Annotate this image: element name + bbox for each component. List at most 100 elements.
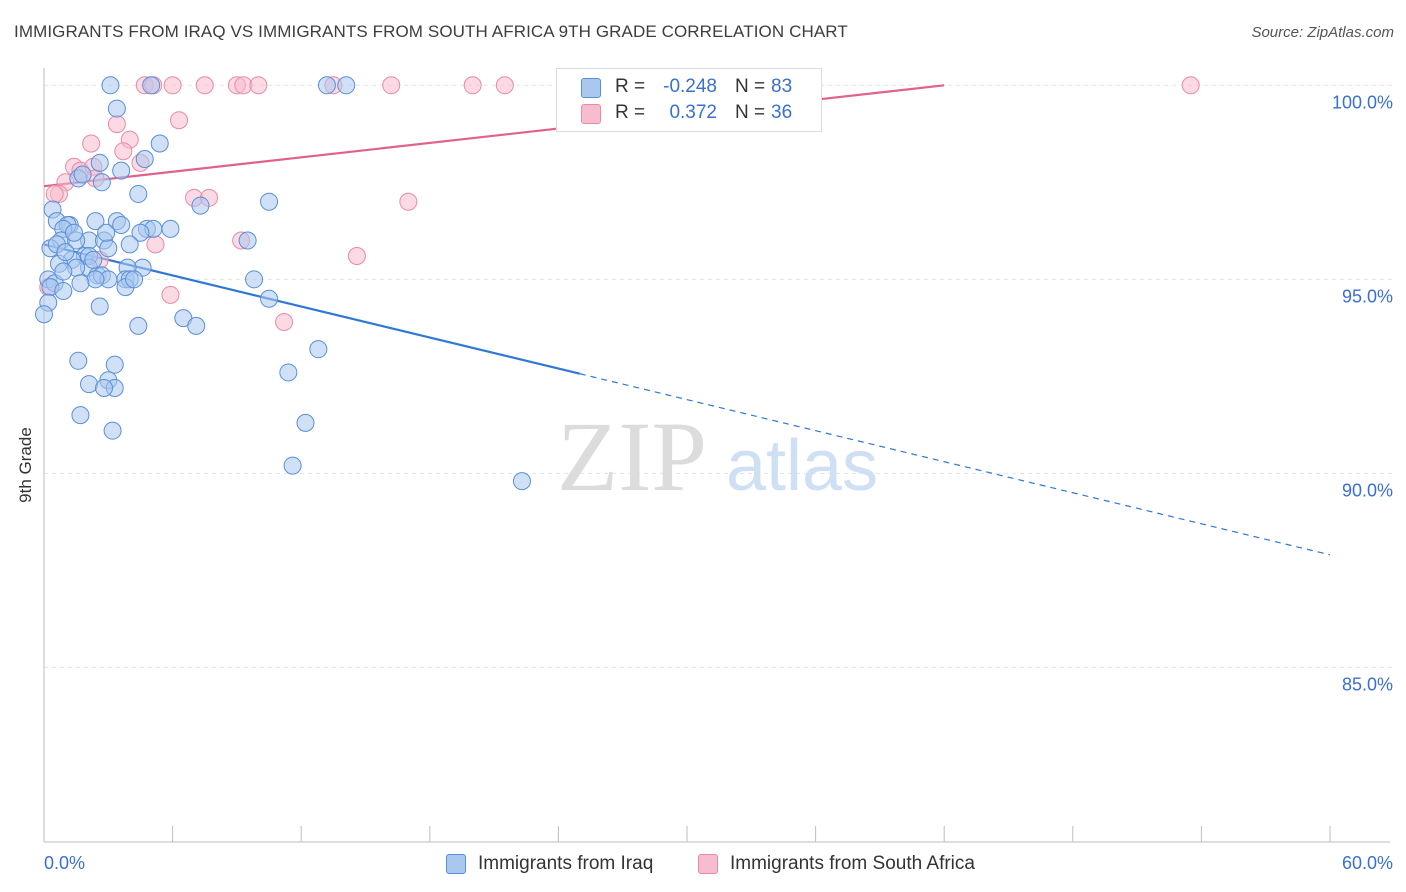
data-point-iraq bbox=[103, 421, 122, 440]
data-point-iraq bbox=[92, 173, 111, 192]
series-legend: Immigrants from Iraq Immigrants from Sou… bbox=[0, 852, 1406, 878]
data-point-iraq bbox=[283, 456, 302, 475]
n-label: N = bbox=[735, 102, 766, 123]
data-point-iraq bbox=[135, 150, 154, 169]
data-point-south-africa bbox=[382, 76, 401, 95]
n-value: 36 bbox=[771, 102, 793, 123]
n-value: 83 bbox=[771, 76, 793, 97]
data-point-iraq bbox=[71, 274, 90, 293]
data-point-iraq bbox=[99, 239, 118, 258]
data-point-south-africa bbox=[82, 134, 101, 153]
data-point-iraq bbox=[245, 270, 264, 289]
data-point-south-africa bbox=[275, 313, 294, 331]
data-point-iraq bbox=[337, 76, 356, 95]
data-point-iraq bbox=[65, 223, 84, 242]
data-point-south-africa bbox=[170, 111, 189, 130]
data-point-iraq bbox=[80, 375, 99, 394]
data-point-iraq bbox=[54, 281, 73, 300]
data-point-iraq bbox=[90, 297, 109, 316]
data-point-iraq bbox=[73, 165, 92, 184]
x-tick-label-max: 60.0% bbox=[1342, 853, 1393, 873]
data-point-iraq bbox=[125, 270, 144, 289]
y-tick-labels: 100.0% 95.0% 90.0% 85.0% bbox=[1332, 92, 1393, 694]
data-point-iraq bbox=[512, 472, 531, 491]
data-point-iraq bbox=[97, 223, 116, 242]
stats-row-iraq: R = -0.248 N = 83 bbox=[557, 75, 821, 101]
data-point-iraq bbox=[69, 351, 88, 370]
r-label: R = bbox=[615, 102, 646, 123]
y-axis-label: 9th Grade bbox=[16, 427, 35, 503]
stats-row-south-africa: R = 0.372 N = 36 bbox=[557, 101, 821, 127]
y-tick-label: 95.0% bbox=[1342, 286, 1393, 306]
y-tick-label: 85.0% bbox=[1342, 674, 1393, 694]
data-point-south-africa bbox=[107, 115, 126, 134]
watermark: ZIP atlas bbox=[557, 401, 878, 512]
data-point-iraq bbox=[105, 355, 124, 374]
south-africa-swatch bbox=[581, 104, 601, 124]
data-point-iraq bbox=[191, 196, 210, 215]
data-point-iraq bbox=[112, 215, 131, 234]
data-point-iraq bbox=[56, 243, 75, 262]
data-point-iraq bbox=[260, 289, 279, 308]
axes bbox=[43, 68, 1390, 843]
y-tick-label: 100.0% bbox=[1332, 92, 1393, 112]
source-credit: Source: ZipAtlas.com bbox=[1251, 24, 1394, 41]
data-point-south-africa bbox=[463, 76, 482, 95]
legend-label-iraq: Immigrants from Iraq bbox=[478, 853, 654, 874]
data-point-south-africa bbox=[1181, 76, 1200, 95]
data-point-iraq bbox=[90, 153, 109, 172]
data-point-iraq bbox=[35, 305, 53, 324]
data-point-south-africa bbox=[195, 76, 214, 95]
data-point-iraq bbox=[71, 406, 90, 425]
watermark-zip: ZIP bbox=[557, 401, 707, 512]
iraq-swatch bbox=[581, 78, 601, 98]
data-point-south-africa bbox=[495, 76, 514, 95]
gridlines bbox=[44, 84, 1392, 668]
data-point-iraq bbox=[84, 250, 103, 269]
data-point-iraq bbox=[107, 99, 126, 118]
data-point-iraq bbox=[129, 316, 148, 335]
data-point-iraq bbox=[317, 76, 336, 95]
data-point-iraq bbox=[142, 76, 161, 95]
data-point-south-africa bbox=[114, 142, 133, 161]
data-point-iraq bbox=[150, 134, 169, 153]
chart-title: IMMIGRANTS FROM IRAQ VS IMMIGRANTS FROM … bbox=[14, 22, 848, 41]
r-value: -0.248 bbox=[663, 76, 717, 97]
data-point-south-africa bbox=[399, 192, 418, 211]
data-point-south-africa bbox=[163, 76, 182, 95]
data-point-iraq bbox=[161, 219, 180, 238]
data-point-iraq bbox=[238, 231, 257, 250]
data-point-iraq bbox=[86, 270, 105, 289]
iraq-legend-swatch bbox=[446, 854, 466, 874]
watermark-atlas: atlas bbox=[726, 426, 878, 506]
data-point-iraq bbox=[296, 413, 315, 432]
south-africa-legend-swatch bbox=[698, 854, 718, 874]
y-tick-label: 90.0% bbox=[1342, 480, 1393, 500]
data-point-iraq bbox=[112, 161, 131, 180]
data-point-iraq bbox=[95, 378, 114, 397]
stats-legend: R = -0.248 N = 83 R = 0.372 N = 36 bbox=[556, 68, 822, 132]
data-point-iraq bbox=[120, 235, 139, 254]
data-point-iraq bbox=[309, 340, 328, 359]
data-point-south-africa bbox=[234, 76, 253, 95]
data-point-iraq bbox=[86, 212, 105, 231]
data-point-south-africa bbox=[249, 76, 268, 95]
data-point-iraq bbox=[260, 192, 279, 211]
legend-label-south-africa: Immigrants from South Africa bbox=[730, 853, 975, 874]
points-iraq bbox=[35, 76, 531, 491]
x-tick-label-min: 0.0% bbox=[44, 853, 85, 873]
data-point-iraq bbox=[131, 223, 150, 242]
r-label: R = bbox=[615, 76, 646, 97]
data-point-south-africa bbox=[146, 235, 165, 254]
x-tick-labels: 0.0% 60.0% bbox=[44, 853, 1393, 873]
data-point-iraq bbox=[129, 184, 148, 203]
r-value: 0.372 bbox=[669, 102, 717, 123]
data-point-iraq bbox=[187, 316, 206, 335]
data-point-south-africa bbox=[45, 184, 64, 203]
data-point-iraq bbox=[54, 262, 73, 281]
trend-line-iraq-extrapolated bbox=[579, 373, 1331, 556]
data-point-iraq bbox=[279, 363, 298, 382]
data-point-south-africa bbox=[161, 285, 180, 304]
n-label: N = bbox=[735, 76, 766, 97]
